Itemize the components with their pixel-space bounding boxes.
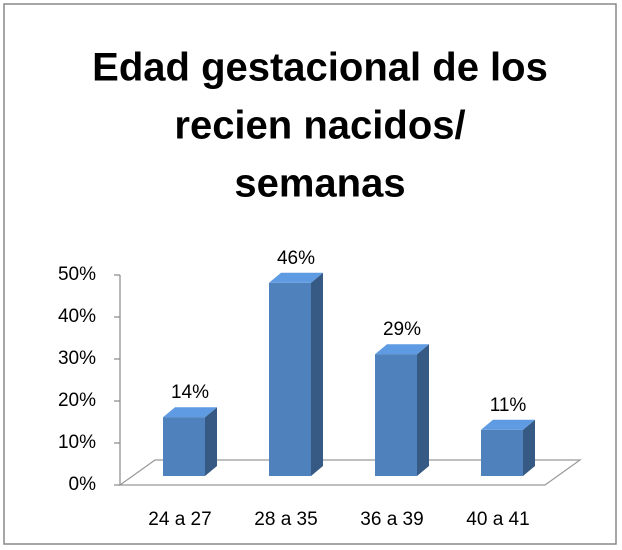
value-label: 11% <box>490 395 527 416</box>
chart-title: Edad gestacional de los <box>92 46 548 90</box>
x-tick-label: 36 a 39 <box>360 509 423 530</box>
bar-top <box>269 272 323 283</box>
y-tick-label: 0% <box>69 474 97 495</box>
floor <box>118 459 582 486</box>
bar <box>375 354 417 476</box>
chart-title: recien nacidos/ <box>174 104 465 148</box>
bar-side <box>205 407 217 476</box>
y-tick-label: 40% <box>58 306 96 327</box>
bar-side <box>417 344 429 476</box>
y-tick-label: 20% <box>58 390 96 411</box>
x-tick-label: 24 a 27 <box>148 509 211 530</box>
bar-top <box>163 407 217 418</box>
bar-side <box>311 272 323 476</box>
value-label: 29% <box>383 319 421 340</box>
x-tick-label: 28 a 35 <box>254 509 317 530</box>
y-tick-label: 30% <box>58 348 96 369</box>
bar <box>269 282 311 476</box>
x-tick-label: 40 a 41 <box>466 509 529 530</box>
bar <box>481 429 523 476</box>
value-label: 14% <box>171 382 209 403</box>
bar-side <box>523 419 535 476</box>
bar <box>163 417 205 476</box>
chart-title: semanas <box>234 162 405 206</box>
bar-top <box>481 419 535 430</box>
y-tick-label: 10% <box>58 432 96 453</box>
bar-top <box>375 344 429 355</box>
y-tick-label: 50% <box>58 264 96 285</box>
value-label: 46% <box>277 248 315 269</box>
